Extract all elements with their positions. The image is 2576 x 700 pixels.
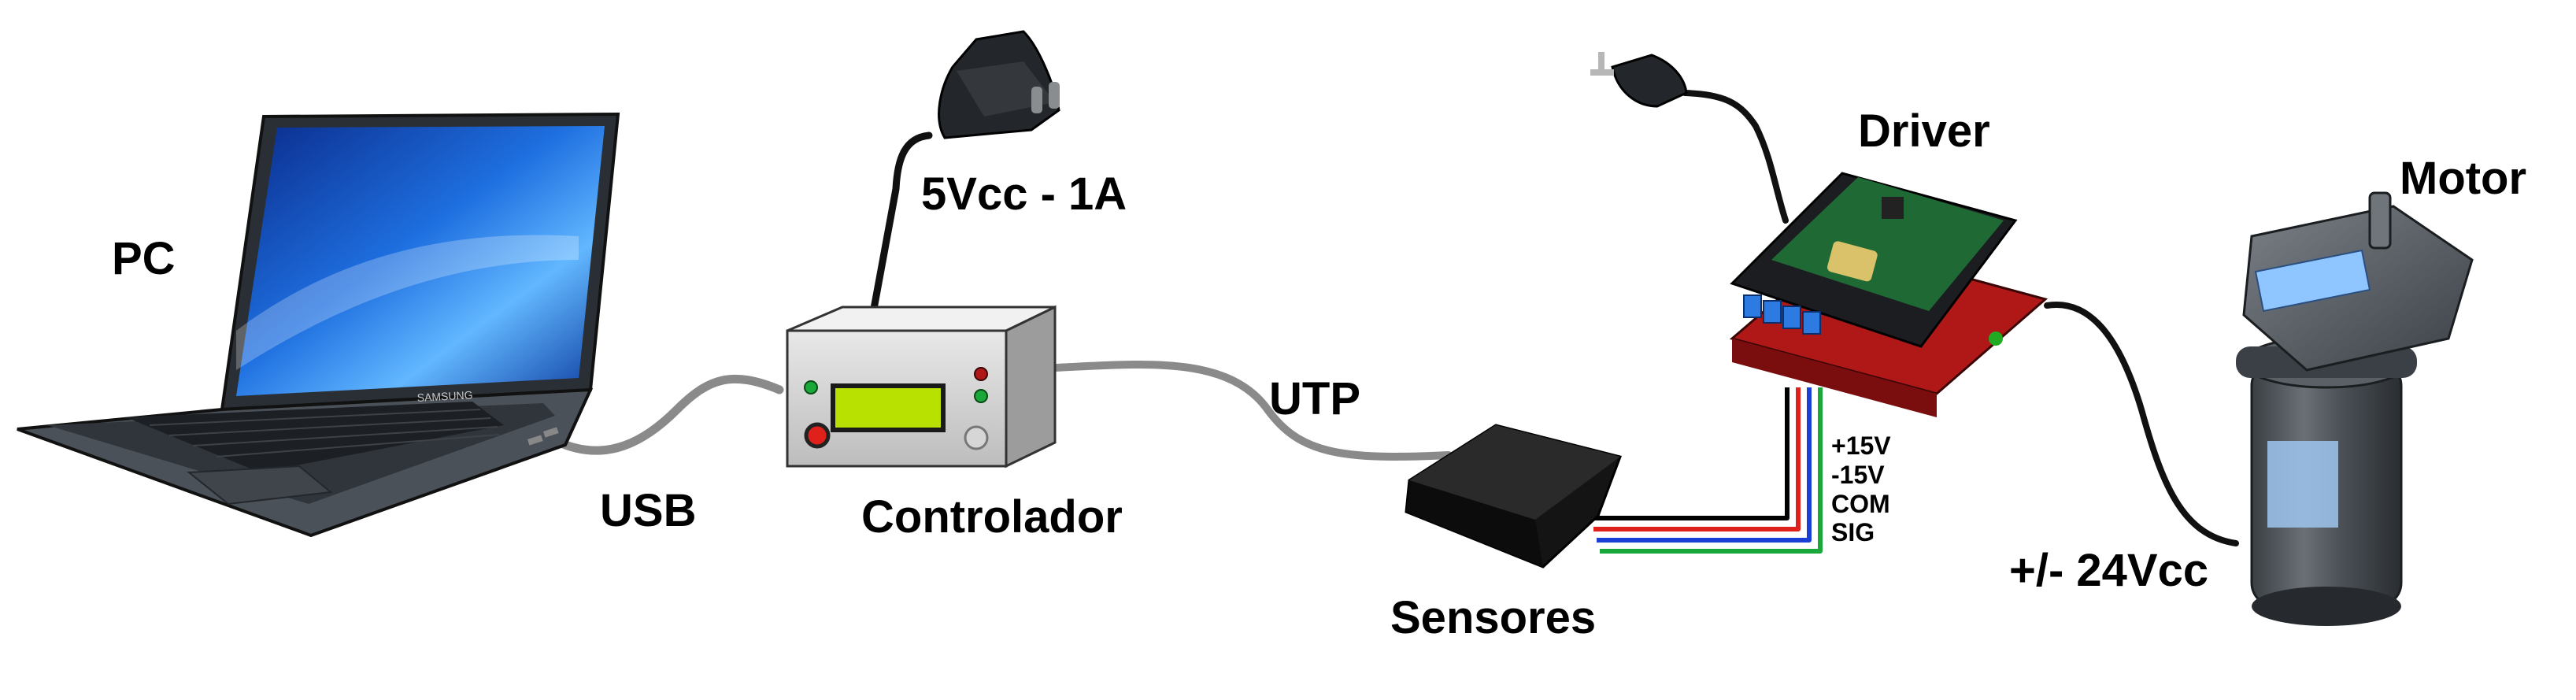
sensor-signal-list: +15V -15V COM SIG	[1831, 431, 1891, 547]
signal-minus15: -15V	[1831, 460, 1885, 489]
sensor-wires	[1590, 387, 1823, 554]
green-led-right	[974, 389, 988, 403]
mains-cable	[1682, 90, 1789, 224]
usb-cable	[551, 374, 784, 455]
lcd-display	[831, 383, 946, 432]
motor	[2236, 191, 2474, 626]
signal-com: COM	[1831, 489, 1890, 518]
label-pc: PC	[112, 233, 176, 284]
green-led	[804, 380, 818, 394]
label-utp: UTP	[1269, 373, 1360, 424]
red-button	[804, 422, 831, 449]
label-motor-voltage: +/- 24Vcc	[2009, 545, 2209, 596]
signal-plus15: +15V	[1831, 431, 1891, 460]
label-usb: USB	[600, 485, 697, 536]
laptop: SAMSUNG	[17, 112, 620, 538]
sensor-box	[1405, 424, 1622, 569]
label-sensores: Sensores	[1390, 592, 1597, 643]
power-adapter-cable	[870, 131, 933, 313]
motor-driver	[1729, 172, 2049, 417]
controller-box	[786, 305, 1057, 469]
red-led	[974, 367, 988, 381]
motor-cable	[2044, 302, 2239, 546]
label-driver: Driver	[1858, 106, 1990, 157]
utp-cable	[1051, 360, 1453, 461]
label-controlador: Controlador	[861, 491, 1123, 543]
signal-sig: SIG	[1831, 518, 1875, 547]
label-motor: Motor	[2400, 153, 2527, 204]
laptop-brand: SAMSUNG	[416, 388, 473, 404]
knob	[964, 425, 989, 450]
label-supply: 5Vcc - 1A	[921, 169, 1127, 220]
power-adapter	[938, 30, 1060, 139]
mains-plug	[1590, 52, 1688, 108]
